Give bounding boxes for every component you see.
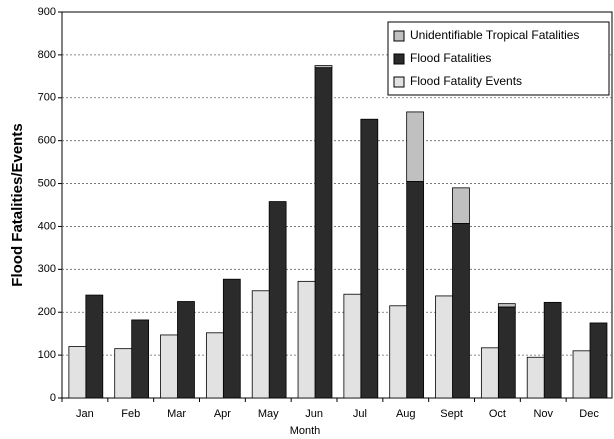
y-tick-label: 500 xyxy=(38,177,56,189)
bar xyxy=(85,294,104,399)
x-tick-label: Nov xyxy=(533,408,553,420)
x-tick-label: May xyxy=(258,408,279,420)
bar xyxy=(452,187,470,224)
x-tick-label: Mar xyxy=(167,408,186,420)
legend-label: Flood Fatality Events xyxy=(410,74,522,88)
bar xyxy=(497,303,516,308)
bar xyxy=(251,290,270,399)
bar xyxy=(543,301,562,399)
bar xyxy=(360,118,379,399)
bar xyxy=(497,306,516,399)
bar xyxy=(268,201,287,399)
x-tick-label: Jun xyxy=(305,408,323,420)
x-tick-label: Dec xyxy=(579,408,599,420)
bar xyxy=(177,301,195,399)
y-tick-label: 600 xyxy=(38,135,56,147)
y-tick-label: 300 xyxy=(38,263,56,275)
legend-box xyxy=(387,21,610,96)
x-tick-label: Oct xyxy=(489,408,506,420)
y-tick-label: 700 xyxy=(38,92,56,104)
y-tick-label: 100 xyxy=(38,349,56,361)
x-tick-label: Feb xyxy=(121,408,140,420)
y-tick-label: 0 xyxy=(50,392,56,404)
legend-label: Unidentifiable Tropical Fatalities xyxy=(410,28,579,42)
bar xyxy=(205,332,224,399)
bar xyxy=(406,111,425,182)
bar xyxy=(572,350,591,399)
legend-swatch xyxy=(393,76,405,88)
y-tick-label: 800 xyxy=(38,49,56,61)
x-tick-label: Apr xyxy=(214,408,231,420)
bar xyxy=(343,293,362,399)
bar xyxy=(435,295,453,399)
y-tick-label: 400 xyxy=(38,220,56,232)
bar xyxy=(222,278,241,399)
bar xyxy=(68,346,87,399)
bar xyxy=(406,181,425,399)
bar xyxy=(589,322,608,399)
y-tick-label: 900 xyxy=(38,6,56,18)
bar xyxy=(480,347,499,399)
x-tick-label: Jan xyxy=(76,408,94,420)
x-tick-label: Aug xyxy=(396,408,416,420)
x-tick-label: Sept xyxy=(440,408,463,420)
bar xyxy=(389,305,408,399)
bar xyxy=(314,67,333,399)
x-axis-label: Month xyxy=(290,425,321,437)
y-tick-label: 200 xyxy=(38,306,56,318)
legend-swatch xyxy=(393,30,405,42)
y-axis-label: Flood Fatalities/Events xyxy=(9,123,26,286)
bar xyxy=(452,223,470,399)
bar xyxy=(114,348,133,399)
bar xyxy=(297,280,316,399)
bar xyxy=(160,334,178,399)
bar xyxy=(526,356,545,399)
legend-swatch xyxy=(393,53,405,65)
x-tick-label: Jul xyxy=(353,408,367,420)
bar xyxy=(131,319,150,399)
legend-label: Flood Fatalities xyxy=(410,51,491,65)
